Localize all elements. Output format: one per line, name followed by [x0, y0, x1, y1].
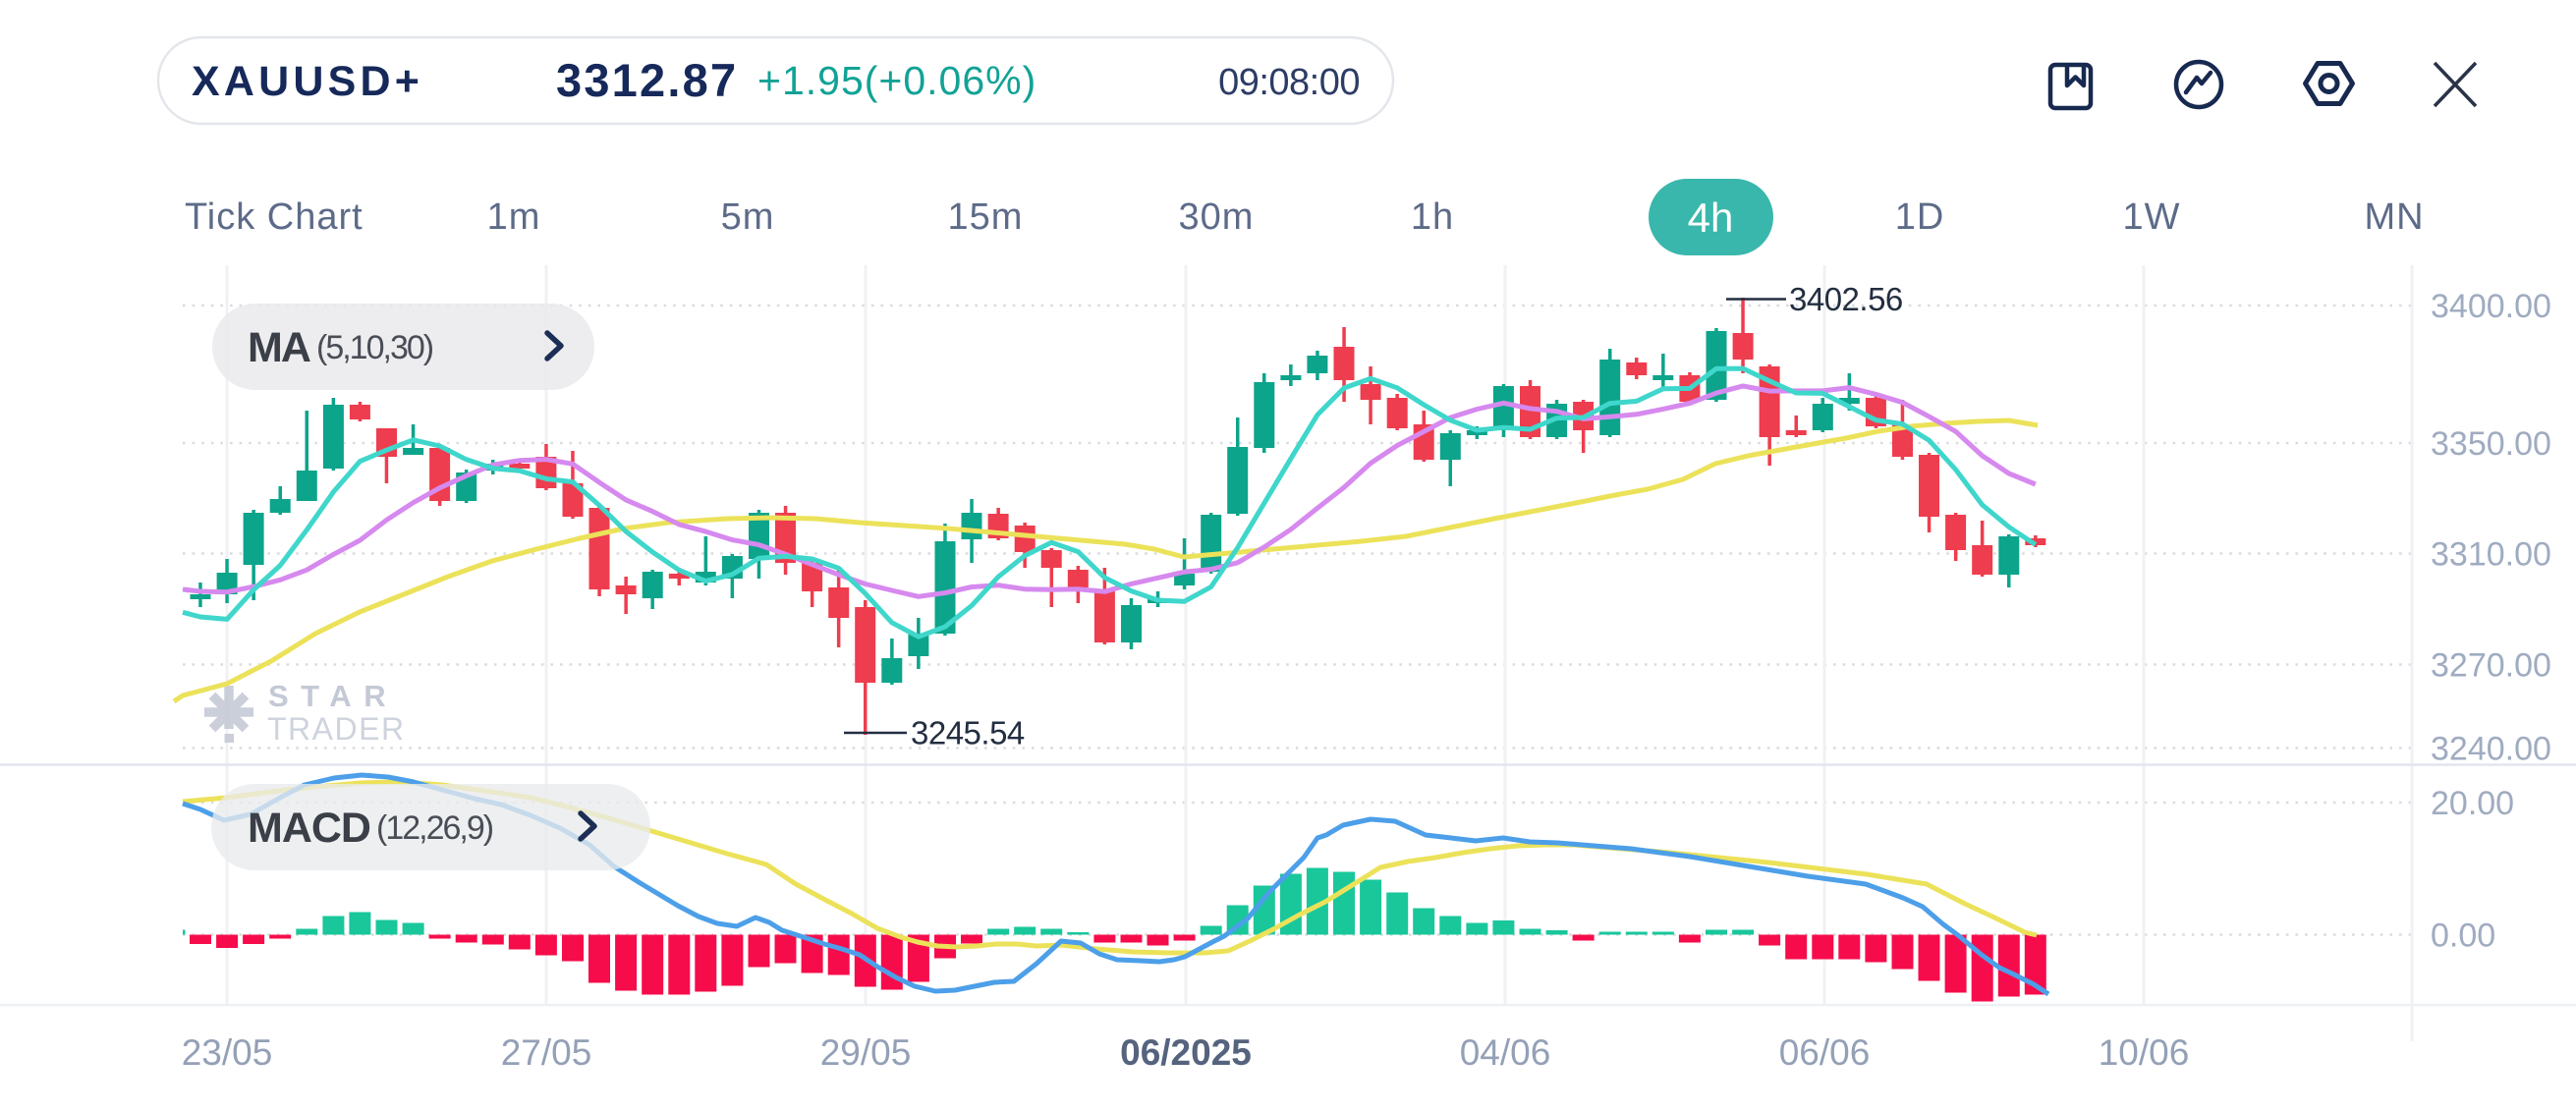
svg-text:1h: 1h — [1411, 196, 1454, 238]
svg-text:3350.00: 3350.00 — [2431, 425, 2551, 463]
svg-text:29/05: 29/05 — [820, 1032, 912, 1073]
svg-text:30m: 30m — [1179, 196, 1255, 238]
svg-text:4h: 4h — [1688, 195, 1734, 241]
svg-text:27/05: 27/05 — [501, 1032, 592, 1073]
svg-text:XAUUSD+: XAUUSD+ — [192, 58, 423, 105]
svg-text:1W: 1W — [2123, 196, 2181, 238]
svg-text:STAR: STAR — [268, 679, 398, 713]
svg-text:(5,10,30): (5,10,30) — [316, 329, 433, 366]
svg-text:3402.56: 3402.56 — [1789, 281, 1903, 317]
svg-text:1D: 1D — [1895, 196, 1945, 238]
svg-text:3400.00: 3400.00 — [2431, 288, 2551, 325]
svg-text:20.00: 20.00 — [2431, 785, 2514, 822]
svg-text:23/05: 23/05 — [182, 1032, 273, 1073]
svg-text:3240.00: 3240.00 — [2431, 731, 2551, 768]
svg-text:3245.54: 3245.54 — [911, 715, 1025, 751]
svg-text:06/06: 06/06 — [1779, 1032, 1871, 1073]
svg-text:15m: 15m — [948, 196, 1024, 238]
svg-text:3312.87: 3312.87 — [556, 54, 738, 106]
svg-text:(12,26,9): (12,26,9) — [376, 809, 493, 847]
svg-text:MN: MN — [2364, 196, 2424, 238]
svg-text:10/06: 10/06 — [2099, 1032, 2190, 1073]
svg-text:09:08:00: 09:08:00 — [1218, 62, 1360, 103]
svg-text:06/2025: 06/2025 — [1120, 1032, 1252, 1073]
svg-text:TRADER: TRADER — [267, 711, 406, 747]
svg-text:MA: MA — [248, 324, 310, 371]
svg-text:0.00: 0.00 — [2431, 917, 2495, 955]
svg-text:5m: 5m — [721, 196, 775, 238]
svg-text:1m: 1m — [487, 196, 541, 238]
svg-text:Tick Chart: Tick Chart — [185, 196, 364, 238]
svg-text:MACD: MACD — [248, 805, 370, 852]
svg-text:3310.00: 3310.00 — [2431, 536, 2551, 574]
svg-text:04/06: 04/06 — [1460, 1032, 1551, 1073]
svg-text:+1.95(+0.06%): +1.95(+0.06%) — [757, 58, 1036, 103]
svg-text:3270.00: 3270.00 — [2431, 647, 2551, 685]
